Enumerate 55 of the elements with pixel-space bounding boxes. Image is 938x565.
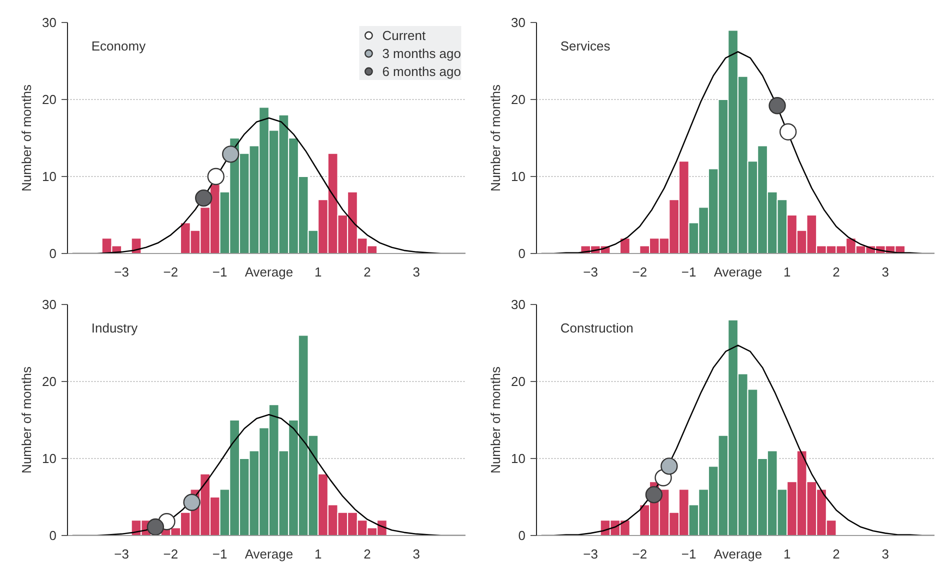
x-tick-label: −2 <box>632 264 648 280</box>
x-tick-label: −2 <box>163 546 178 562</box>
x-tick-label: Average <box>244 546 294 562</box>
text: Economy <box>91 38 146 54</box>
y-axis-title: Number of months <box>488 84 504 192</box>
text: Services <box>560 38 611 54</box>
x-tick-label: Average <box>244 264 294 280</box>
y-tick-label: 20 <box>42 374 57 389</box>
x-tick-label: −1 <box>681 546 696 562</box>
x-tick-label: −1 <box>212 264 228 280</box>
y-tick-label: 0 <box>49 246 57 261</box>
x-tick-label: 3 <box>882 264 889 280</box>
text: Industry <box>91 320 138 336</box>
x-tick-label: −3 <box>583 264 598 280</box>
x-tick-label: Average <box>714 546 762 562</box>
y-tick-label: 10 <box>42 451 57 466</box>
x-tick-label: −2 <box>632 546 648 562</box>
y-tick-label: 20 <box>511 374 526 389</box>
y-tick-label: 20 <box>511 92 526 107</box>
x-tick-label: 2 <box>364 546 371 562</box>
x-tick-label: 1 <box>783 264 791 280</box>
x-tick-label: 3 <box>882 546 889 562</box>
y-tick-label: 30 <box>42 15 57 30</box>
x-tick-label: −3 <box>114 546 129 562</box>
y-tick-label: 0 <box>49 528 57 543</box>
legend-label: Current <box>382 26 426 44</box>
y-tick-label: 30 <box>42 297 57 312</box>
x-tick-label: 2 <box>832 546 840 562</box>
y-tick-label: 20 <box>42 92 57 107</box>
x-tick-label: 3 <box>412 264 420 280</box>
x-tick-label: 3 <box>412 546 420 562</box>
y-tick-label: 10 <box>511 169 526 184</box>
legend-label: 3 months ago <box>382 44 461 62</box>
x-tick-label: 2 <box>832 264 840 280</box>
x-tick-label: −3 <box>583 546 598 562</box>
x-tick-label: −1 <box>212 546 228 562</box>
x-tick-label: −3 <box>114 264 129 280</box>
y-tick-label: 10 <box>42 169 57 184</box>
x-tick-label: Average <box>714 264 762 280</box>
x-tick-label: −1 <box>681 264 696 280</box>
x-tick-label: 1 <box>314 264 322 280</box>
y-tick-label: 0 <box>518 528 526 543</box>
y-tick-label: 30 <box>511 15 526 30</box>
y-tick-label: 0 <box>518 246 526 261</box>
legend-label: 6 months ago <box>382 62 461 80</box>
x-tick-label: 1 <box>783 546 791 562</box>
y-axis-title: Number of months <box>19 84 34 192</box>
y-tick-label: 30 <box>511 297 526 312</box>
text: Construction <box>560 320 634 336</box>
y-axis-title: Number of months <box>488 366 504 474</box>
y-tick-label: 10 <box>511 451 526 466</box>
x-tick-label: 2 <box>364 264 371 280</box>
y-axis-title: Number of months <box>19 366 34 474</box>
x-tick-label: 1 <box>314 546 322 562</box>
x-tick-label: −2 <box>163 264 178 280</box>
